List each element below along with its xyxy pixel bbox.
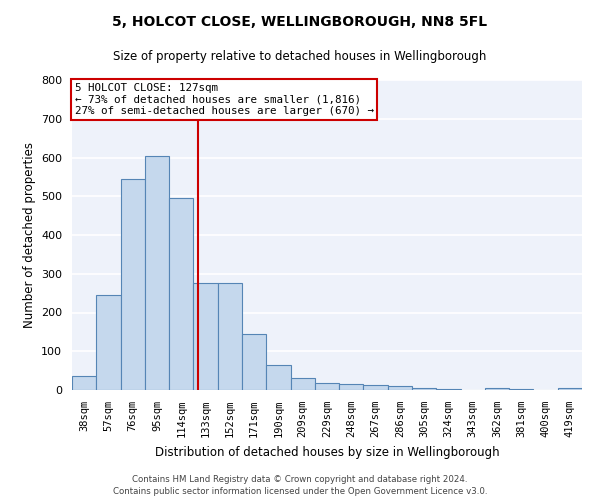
Text: 5, HOLCOT CLOSE, WELLINGBOROUGH, NN8 5FL: 5, HOLCOT CLOSE, WELLINGBOROUGH, NN8 5FL bbox=[112, 15, 488, 29]
Bar bbox=[339, 384, 364, 390]
Bar bbox=[290, 378, 315, 390]
Bar bbox=[96, 295, 121, 390]
Bar bbox=[509, 389, 533, 390]
Bar bbox=[364, 386, 388, 390]
Bar bbox=[485, 388, 509, 390]
Y-axis label: Number of detached properties: Number of detached properties bbox=[23, 142, 35, 328]
Bar bbox=[315, 383, 339, 390]
Bar bbox=[558, 388, 582, 390]
X-axis label: Distribution of detached houses by size in Wellingborough: Distribution of detached houses by size … bbox=[155, 446, 499, 458]
Text: Contains HM Land Registry data © Crown copyright and database right 2024.: Contains HM Land Registry data © Crown c… bbox=[132, 475, 468, 484]
Bar bbox=[169, 198, 193, 390]
Bar bbox=[121, 179, 145, 390]
Bar bbox=[266, 365, 290, 390]
Bar bbox=[436, 389, 461, 390]
Bar bbox=[242, 334, 266, 390]
Bar bbox=[193, 284, 218, 390]
Text: Size of property relative to detached houses in Wellingborough: Size of property relative to detached ho… bbox=[113, 50, 487, 63]
Bar bbox=[72, 376, 96, 390]
Text: 5 HOLCOT CLOSE: 127sqm
← 73% of detached houses are smaller (1,816)
27% of semi-: 5 HOLCOT CLOSE: 127sqm ← 73% of detached… bbox=[74, 83, 374, 116]
Text: Contains public sector information licensed under the Open Government Licence v3: Contains public sector information licen… bbox=[113, 487, 487, 496]
Bar bbox=[388, 386, 412, 390]
Bar bbox=[145, 156, 169, 390]
Bar bbox=[218, 284, 242, 390]
Bar bbox=[412, 388, 436, 390]
